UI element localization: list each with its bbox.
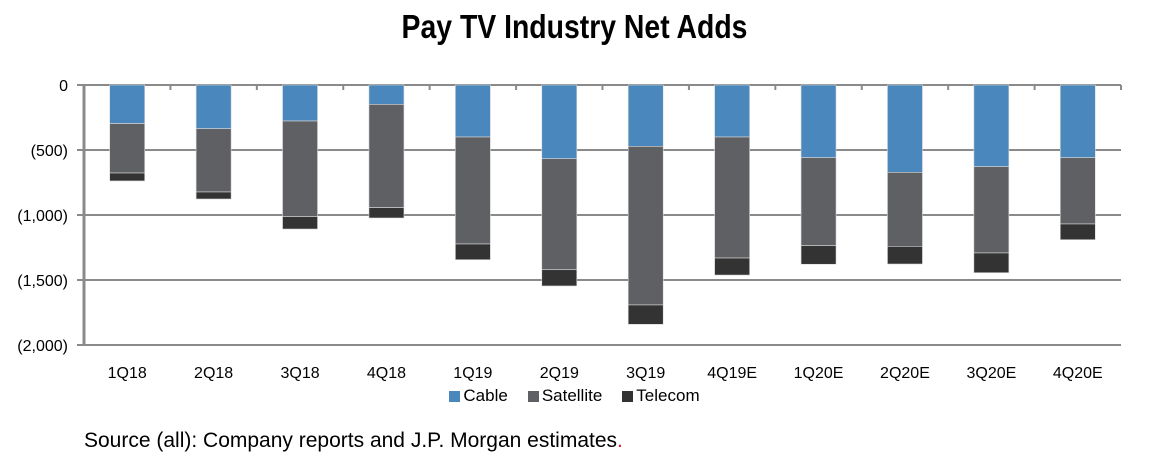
legend-swatch — [622, 390, 634, 402]
bar-satellite-4q20e — [1059, 157, 1096, 225]
bar-satellite-2q18 — [195, 128, 232, 193]
bar-cable-4q18 — [368, 84, 405, 105]
legend-label: Satellite — [541, 386, 603, 405]
x-tick-label: 3Q19 — [626, 365, 665, 382]
bar-cable-3q19 — [627, 84, 664, 147]
bar-satellite-1q19 — [455, 136, 491, 245]
legend-swatch — [527, 390, 539, 402]
legend-label: Cable — [463, 386, 508, 405]
legend: Cable Satellite Telecom — [0, 386, 1149, 407]
bar-cable-4q19e — [714, 84, 750, 138]
y-tick-label: (2,000) — [17, 338, 68, 355]
x-tick-label: 2Q18 — [194, 365, 233, 382]
bar-telecom-2q18 — [195, 191, 232, 200]
bar-telecom-1q18 — [109, 172, 146, 182]
legend-swatch — [449, 390, 461, 402]
bar-telecom-2q19 — [541, 269, 578, 287]
bar-telecom-1q20e — [800, 245, 837, 265]
source-trailing-dot: . — [617, 429, 623, 452]
bar-satellite-3q18 — [282, 120, 318, 217]
bar-telecom-1q19 — [455, 243, 491, 261]
x-tick-label: 4Q20E — [1053, 365, 1103, 382]
bar-telecom-3q18 — [282, 216, 318, 230]
bar-cable-1q19 — [455, 84, 491, 138]
source-note: Source (all): Company reports and J.P. M… — [84, 429, 623, 453]
chart-title: Pay TV Industry Net Adds — [401, 8, 748, 45]
x-tick-label: 4Q18 — [367, 365, 406, 382]
x-tick-label: 3Q20E — [966, 365, 1016, 382]
bar-satellite-4q19e — [714, 136, 750, 259]
bar-satellite-3q20e — [973, 166, 1010, 254]
x-tick-label: 4Q19E — [707, 365, 757, 382]
bar-satellite-1q18 — [109, 123, 146, 174]
bar-satellite-2q19 — [541, 158, 578, 271]
chart-plot: 0 (500) (1,000) (1,500) (2,000) 1Q18 2Q18 3Q18… — [17, 78, 1122, 382]
bar-cable-2q19 — [541, 84, 578, 160]
legend-item-cable: Cable — [449, 386, 508, 406]
x-tick-label: 3Q18 — [280, 365, 319, 382]
bar-satellite-2q20e — [887, 172, 923, 247]
y-axis-labels: 0 (500) (1,000) (1,500) (2,000) — [17, 78, 68, 355]
x-axis-labels: 1Q18 2Q18 3Q18 4Q18 1Q19 2Q19 3Q19 4Q19E 1Q20E 2Q… — [108, 365, 1103, 382]
bar-cable-2q18 — [195, 84, 232, 129]
x-tick-label: 2Q19 — [540, 365, 579, 382]
x-tick-label: 1Q19 — [453, 365, 492, 382]
bar-telecom-4q19e — [714, 257, 750, 276]
bar-satellite-4q18 — [368, 104, 405, 208]
bar-cable-1q18 — [109, 84, 146, 124]
bar-cable-1q20e — [800, 84, 837, 158]
y-tick-label: 0 — [59, 78, 68, 95]
legend-item-telecom: Telecom — [622, 386, 700, 406]
bar-satellite-1q20e — [800, 157, 837, 246]
source-text: Source (all): Company reports and J.P. M… — [84, 429, 618, 452]
bar-telecom-3q19 — [627, 304, 664, 325]
bar-telecom-3q20e — [973, 252, 1010, 274]
bar-satellite-3q19 — [627, 146, 664, 306]
x-tick-label: 2Q20E — [880, 365, 930, 382]
bar-cable-4q20e — [1059, 84, 1096, 158]
legend-label: Telecom — [636, 386, 700, 405]
gridlines — [77, 84, 1121, 346]
y-tick-label: (1,000) — [17, 208, 68, 225]
bar-cable-2q20e — [887, 84, 923, 173]
axes — [82, 85, 1122, 346]
legend-item-satellite: Satellite — [527, 386, 603, 406]
bars — [109, 84, 1096, 325]
y-tick-label: (1,500) — [17, 273, 68, 290]
y-tick-label: (500) — [31, 143, 68, 160]
x-tick-label: 1Q20E — [794, 365, 844, 382]
bar-telecom-4q20e — [1059, 223, 1096, 241]
bar-telecom-4q18 — [368, 207, 405, 219]
bar-cable-3q18 — [282, 84, 318, 122]
bar-telecom-2q20e — [887, 246, 923, 265]
bar-cable-3q20e — [973, 84, 1010, 167]
x-tick-label: 1Q18 — [108, 365, 147, 382]
